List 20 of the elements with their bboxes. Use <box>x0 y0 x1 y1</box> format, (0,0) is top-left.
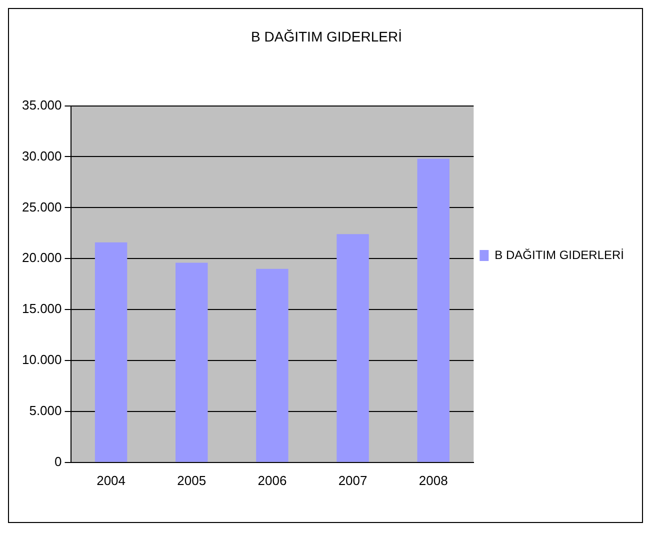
y-tick-label: 0 <box>54 454 62 469</box>
y-tick-label: 25.000 <box>22 199 62 214</box>
bar <box>94 242 128 462</box>
x-tick-label: 2006 <box>258 472 287 488</box>
chart-title: B DAĞITIM GIDERLERİ <box>251 28 402 44</box>
y-tick-label: 35.000 <box>22 97 62 112</box>
x-tick-label: 2004 <box>96 472 126 488</box>
y-tick-label: 30.000 <box>22 148 62 164</box>
y-tick-label: 15.000 <box>22 301 62 316</box>
bar <box>256 268 288 462</box>
y-tick-label: 10.000 <box>22 352 62 368</box>
bar <box>176 262 208 462</box>
x-tick-label: 2008 <box>418 472 448 488</box>
bar <box>336 234 369 462</box>
x-tick-label: 2007 <box>338 472 368 488</box>
legend-label: B DAĞITIM GIDERLERİ <box>494 248 624 262</box>
y-tick-label: 5.000 <box>29 403 62 418</box>
y-tick-label: 20.000 <box>22 250 62 266</box>
x-tick-label: 2005 <box>177 472 206 488</box>
bar <box>417 158 450 462</box>
